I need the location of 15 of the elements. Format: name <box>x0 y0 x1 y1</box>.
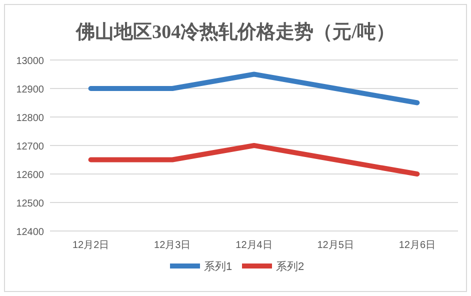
x-tick-label: 12月6日 <box>398 240 436 251</box>
x-tick-label: 12月5日 <box>317 240 354 251</box>
legend-label: 系列1 <box>204 260 232 273</box>
y-tick-label: 12800 <box>16 113 44 124</box>
chart-title: 佛山地区304冷热轧价格走势（元/吨） <box>75 21 395 43</box>
y-tick-label: 13000 <box>16 56 44 67</box>
y-tick-label: 12700 <box>16 142 44 152</box>
y-tick-label: 12900 <box>16 84 44 96</box>
legend-label: 系列2 <box>276 260 304 273</box>
x-tick-label: 12月3日 <box>154 240 191 251</box>
x-tick-label: 12月4日 <box>236 240 272 251</box>
y-tick-label: 12600 <box>16 170 44 181</box>
y-tick-label: 12400 <box>16 227 44 238</box>
y-tick-label: 12500 <box>16 198 44 210</box>
x-tick-label: 12月2日 <box>72 240 110 251</box>
